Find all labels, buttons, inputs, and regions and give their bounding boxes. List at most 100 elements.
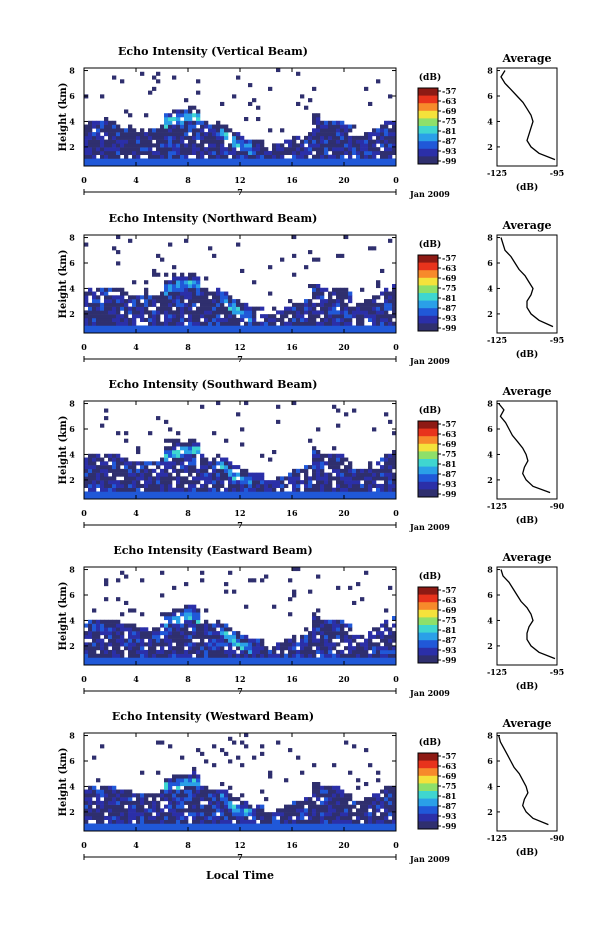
heatmap-cell [140,302,145,307]
heatmap-cell [100,465,105,470]
heatmap-cell [220,321,225,326]
heatmap-cell [120,800,125,805]
heatmap-cell [164,812,169,817]
heatmap-cell [384,299,389,304]
heatmap-cell [192,287,197,292]
heatmap-cell [180,487,185,492]
heatmap-cell [144,461,149,466]
heatmap-cell [312,785,317,790]
heatmap-cell [384,468,389,473]
heatmap-cell [176,634,181,639]
heatmap-cell [340,480,345,485]
heatmap-cell [188,797,193,802]
heatmap-cell [380,150,385,155]
heatmap-cell [384,453,389,458]
heatmap-cell [140,465,145,470]
heatmap-cell [260,815,265,820]
heatmap-cell [316,113,321,118]
heatmap-cell [220,135,225,140]
heatmap-cell [136,132,141,137]
heatmap-cell [196,113,201,118]
heatmap-cell [188,461,193,466]
heatmap-cell [196,276,201,281]
heatmap-cell [244,800,249,805]
heatmap-cell [132,793,137,798]
heatmap-cell [240,158,245,163]
heatmap-cell [204,325,209,330]
heatmap-cell [332,495,337,500]
heatmap-cell [368,642,373,647]
heatmap-cell [376,139,381,144]
heatmap-cell [204,495,209,500]
heatmap-cell [296,819,301,824]
heatmap-cell [140,314,145,319]
heatmap-cell [336,653,341,658]
heatmap-cell [212,457,217,462]
heatmap-cell [176,653,181,658]
heatmap-cell [304,642,309,647]
heatmap-cell [88,800,93,805]
heatmap-cell [176,476,181,481]
heatmap-cell [336,423,341,428]
colorbar-unit: (dB) [419,72,441,83]
heatmap-cell [192,317,197,322]
heatmap-cell [128,823,133,828]
heatmap-cell [244,657,249,662]
heatmap-cell [188,483,193,488]
heatmap-cell [152,329,157,334]
heatmap-cell [308,325,313,330]
heatmap-cell [180,113,185,118]
heatmap-cell [348,793,353,798]
average-y-tick-label: 6 [487,91,493,101]
heatmap-cell [224,329,229,334]
y-tick-label: 2 [69,641,75,651]
heatmap-cell [136,815,141,820]
heatmap-cell [200,154,205,159]
heatmap-cell [368,800,373,805]
heatmap-cell [360,661,365,666]
heatmap-cell [360,314,365,319]
heatmap-cell [356,329,361,334]
heatmap-cell [288,139,293,144]
heatmap-cell [132,495,137,500]
heatmap-cell [236,495,241,500]
heatmap-cell [344,472,349,477]
heatmap-cell [212,642,217,647]
heatmap-cell [292,321,297,326]
heatmap-cell [232,147,237,152]
heatmap-cell [176,487,181,492]
heatmap-cell [132,827,137,832]
heatmap-cell [268,770,273,775]
heatmap-cell [144,812,149,817]
heatmap-cell [184,623,189,628]
heatmap-cell [188,465,193,470]
heatmap-cell [212,253,217,258]
heatmap-cell [360,483,365,488]
heatmap-cell [84,804,89,809]
heatmap-cell [200,827,205,832]
heatmap-cell [316,623,321,628]
heatmap-cell [184,306,189,311]
heatmap-cell [100,302,105,307]
heatmap-cell [148,299,153,304]
heatmap-cell [152,657,157,662]
heatmap-cell [84,314,89,319]
heatmap-cell [104,642,109,647]
heatmap-cell [148,638,153,643]
heatmap-cell [360,302,365,307]
heatmap-cell [228,823,233,828]
heatmap-cell [168,804,173,809]
x-tick-label: 12 [234,342,245,352]
heatmap-cell [256,472,261,477]
heatmap-cell [272,495,277,500]
heatmap-cell [252,638,257,643]
heatmap-cell [392,483,397,488]
heatmap-cell [276,495,281,500]
heatmap-cell [196,616,201,621]
heatmap-cell [204,150,209,155]
heatmap-cell [176,329,181,334]
colorbar-swatch [418,133,438,142]
heatmap-cell [256,321,261,326]
heatmap-cell [284,321,289,326]
heatmap-cell [188,150,193,155]
